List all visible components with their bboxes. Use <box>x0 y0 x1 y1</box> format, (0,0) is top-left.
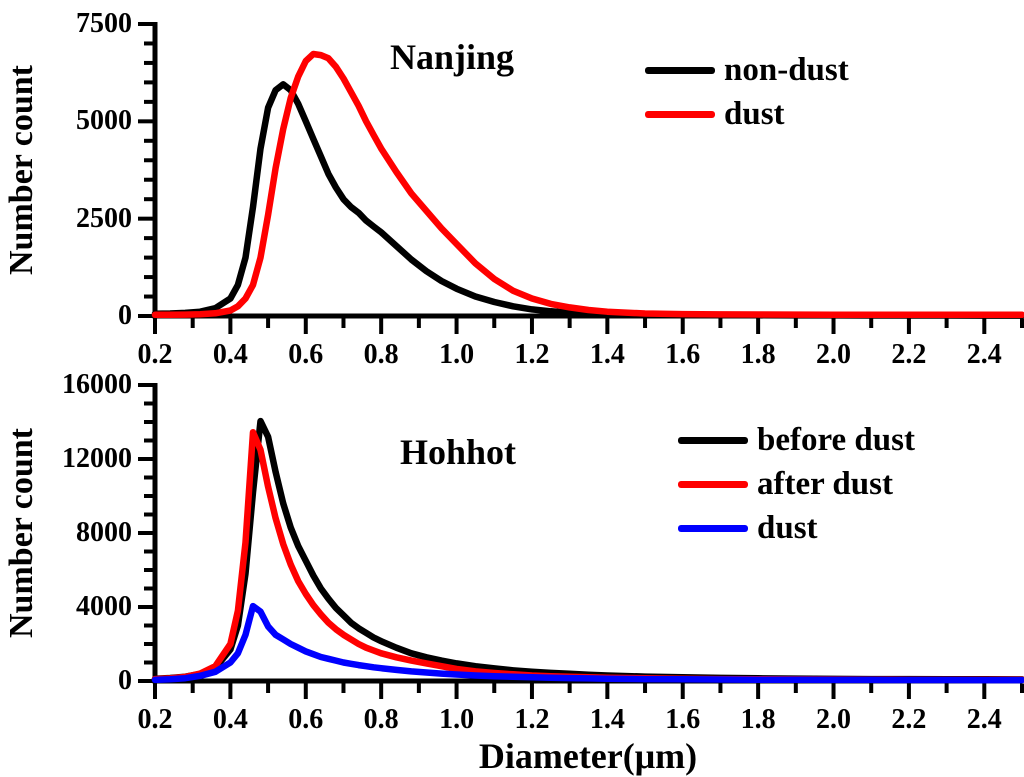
nanjing-dust-curve <box>151 50 1024 319</box>
legend-label: dust <box>724 96 785 132</box>
legend-line-swatch <box>678 436 748 444</box>
legend-row-dust: dust <box>645 92 849 136</box>
nanjing-plot <box>138 22 1024 334</box>
y-axis-label-top: Number count <box>3 65 40 275</box>
legend-line-swatch <box>678 480 748 488</box>
legend-label: before dust <box>757 422 915 458</box>
legend-label: after dust <box>757 466 893 502</box>
legend-row-before-dust: before dust <box>678 418 915 462</box>
panel-title-hohhot: Hohhot <box>399 432 517 472</box>
x-axis-label: Diameter(μm) <box>478 736 698 776</box>
panel-title-nanjing: Nanjing <box>389 37 515 77</box>
legend-hohhot: before dust after dust dust <box>678 418 915 550</box>
legend-label: dust <box>757 510 818 546</box>
legend-line-swatch <box>678 524 748 532</box>
legend-label: non-dust <box>724 52 849 88</box>
legend-row-dust: dust <box>678 506 915 550</box>
legend-row-after-dust: after dust <box>678 462 915 506</box>
legend-line-swatch <box>645 110 715 118</box>
legend-row-non-dust: non-dust <box>645 48 849 92</box>
hohhot-dust-curve <box>151 602 1024 684</box>
legend-nanjing: non-dust dust <box>645 48 849 136</box>
y-axis-label-bottom: Number count <box>3 428 40 638</box>
legend-line-swatch <box>645 66 715 74</box>
hohhot-plot <box>138 383 1024 699</box>
